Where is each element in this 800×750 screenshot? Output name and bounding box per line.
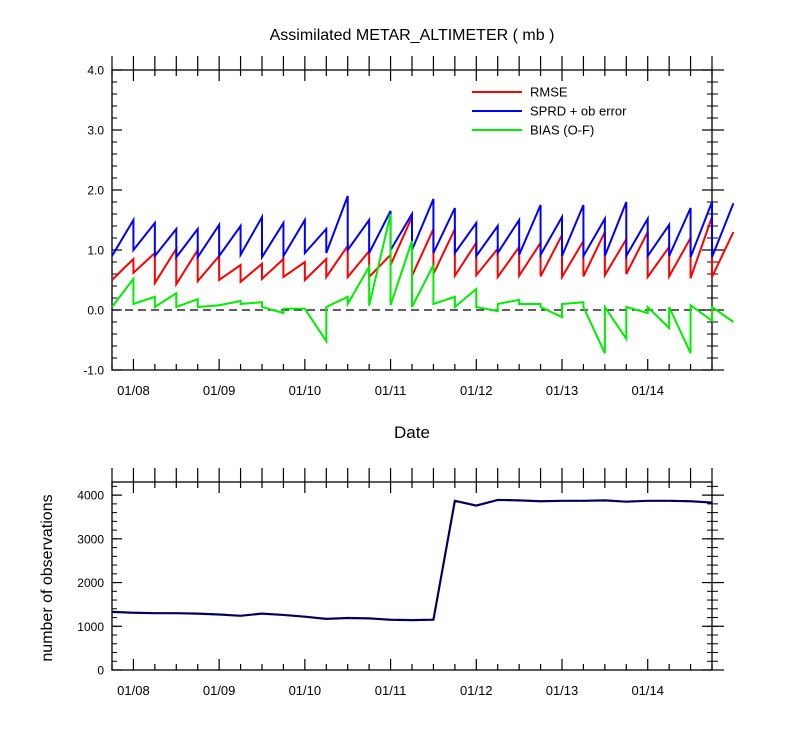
x-tick-label: 01/13 (546, 683, 579, 698)
y-tick-label: 3.0 (87, 124, 104, 138)
x-tick-label: 01/08 (117, 383, 150, 398)
y-tick-label: 4000 (77, 489, 104, 503)
chart-title: Assimilated METAR_ALTIMETER ( mb ) (270, 27, 555, 44)
x-axis-label: Date (394, 423, 430, 442)
y-tick-label: -1.0 (83, 364, 104, 378)
y-tick-label: 0 (97, 664, 104, 678)
x-tick-label: 01/08 (117, 683, 150, 698)
x-tick-label: 01/09 (203, 683, 236, 698)
y-tick-label: 2000 (77, 576, 104, 590)
y-tick-label: 1000 (77, 620, 104, 634)
x-tick-label: 01/12 (460, 683, 493, 698)
y-tick-label: 0.0 (87, 304, 104, 318)
x-tick-label: 01/10 (289, 683, 322, 698)
x-tick-label: 01/09 (203, 383, 236, 398)
x-tick-label: 01/11 (375, 383, 407, 398)
x-tick-label: 01/11 (375, 683, 407, 698)
x-tick-label: 01/14 (631, 683, 664, 698)
y-tick-label: 2.0 (87, 184, 104, 198)
x-tick-label: 01/13 (546, 383, 579, 398)
plot-frame (111, 481, 713, 671)
y-tick-label: 3000 (77, 532, 104, 546)
y-tick-label: 4.0 (87, 64, 104, 78)
legend-label-2: SPRD + ob error (530, 104, 627, 119)
legend-label-3: BIAS (O-F) (530, 123, 594, 138)
legend-label-1: RMSE (530, 85, 568, 100)
series-line-3 (111, 213, 735, 354)
y-axis-label: number of observations (39, 494, 56, 661)
x-tick-label: 01/14 (631, 383, 664, 398)
y-tick-label: 1.0 (87, 244, 104, 258)
panel-top: 01/08 01/09 01/10 01/11 01/12 01/13 01/14 -1.0 0… (83, 56, 735, 398)
observations-line (111, 498, 713, 622)
series-line-2 (111, 195, 735, 261)
observations-line-dashed (111, 499, 713, 621)
x-tick-label: 01/12 (460, 383, 493, 398)
x-tick-label: 01/10 (289, 383, 322, 398)
panel-bottom: 01/08 01/09 01/10 01/11 01/12 01/13 01/14 0 1000… (77, 468, 724, 698)
